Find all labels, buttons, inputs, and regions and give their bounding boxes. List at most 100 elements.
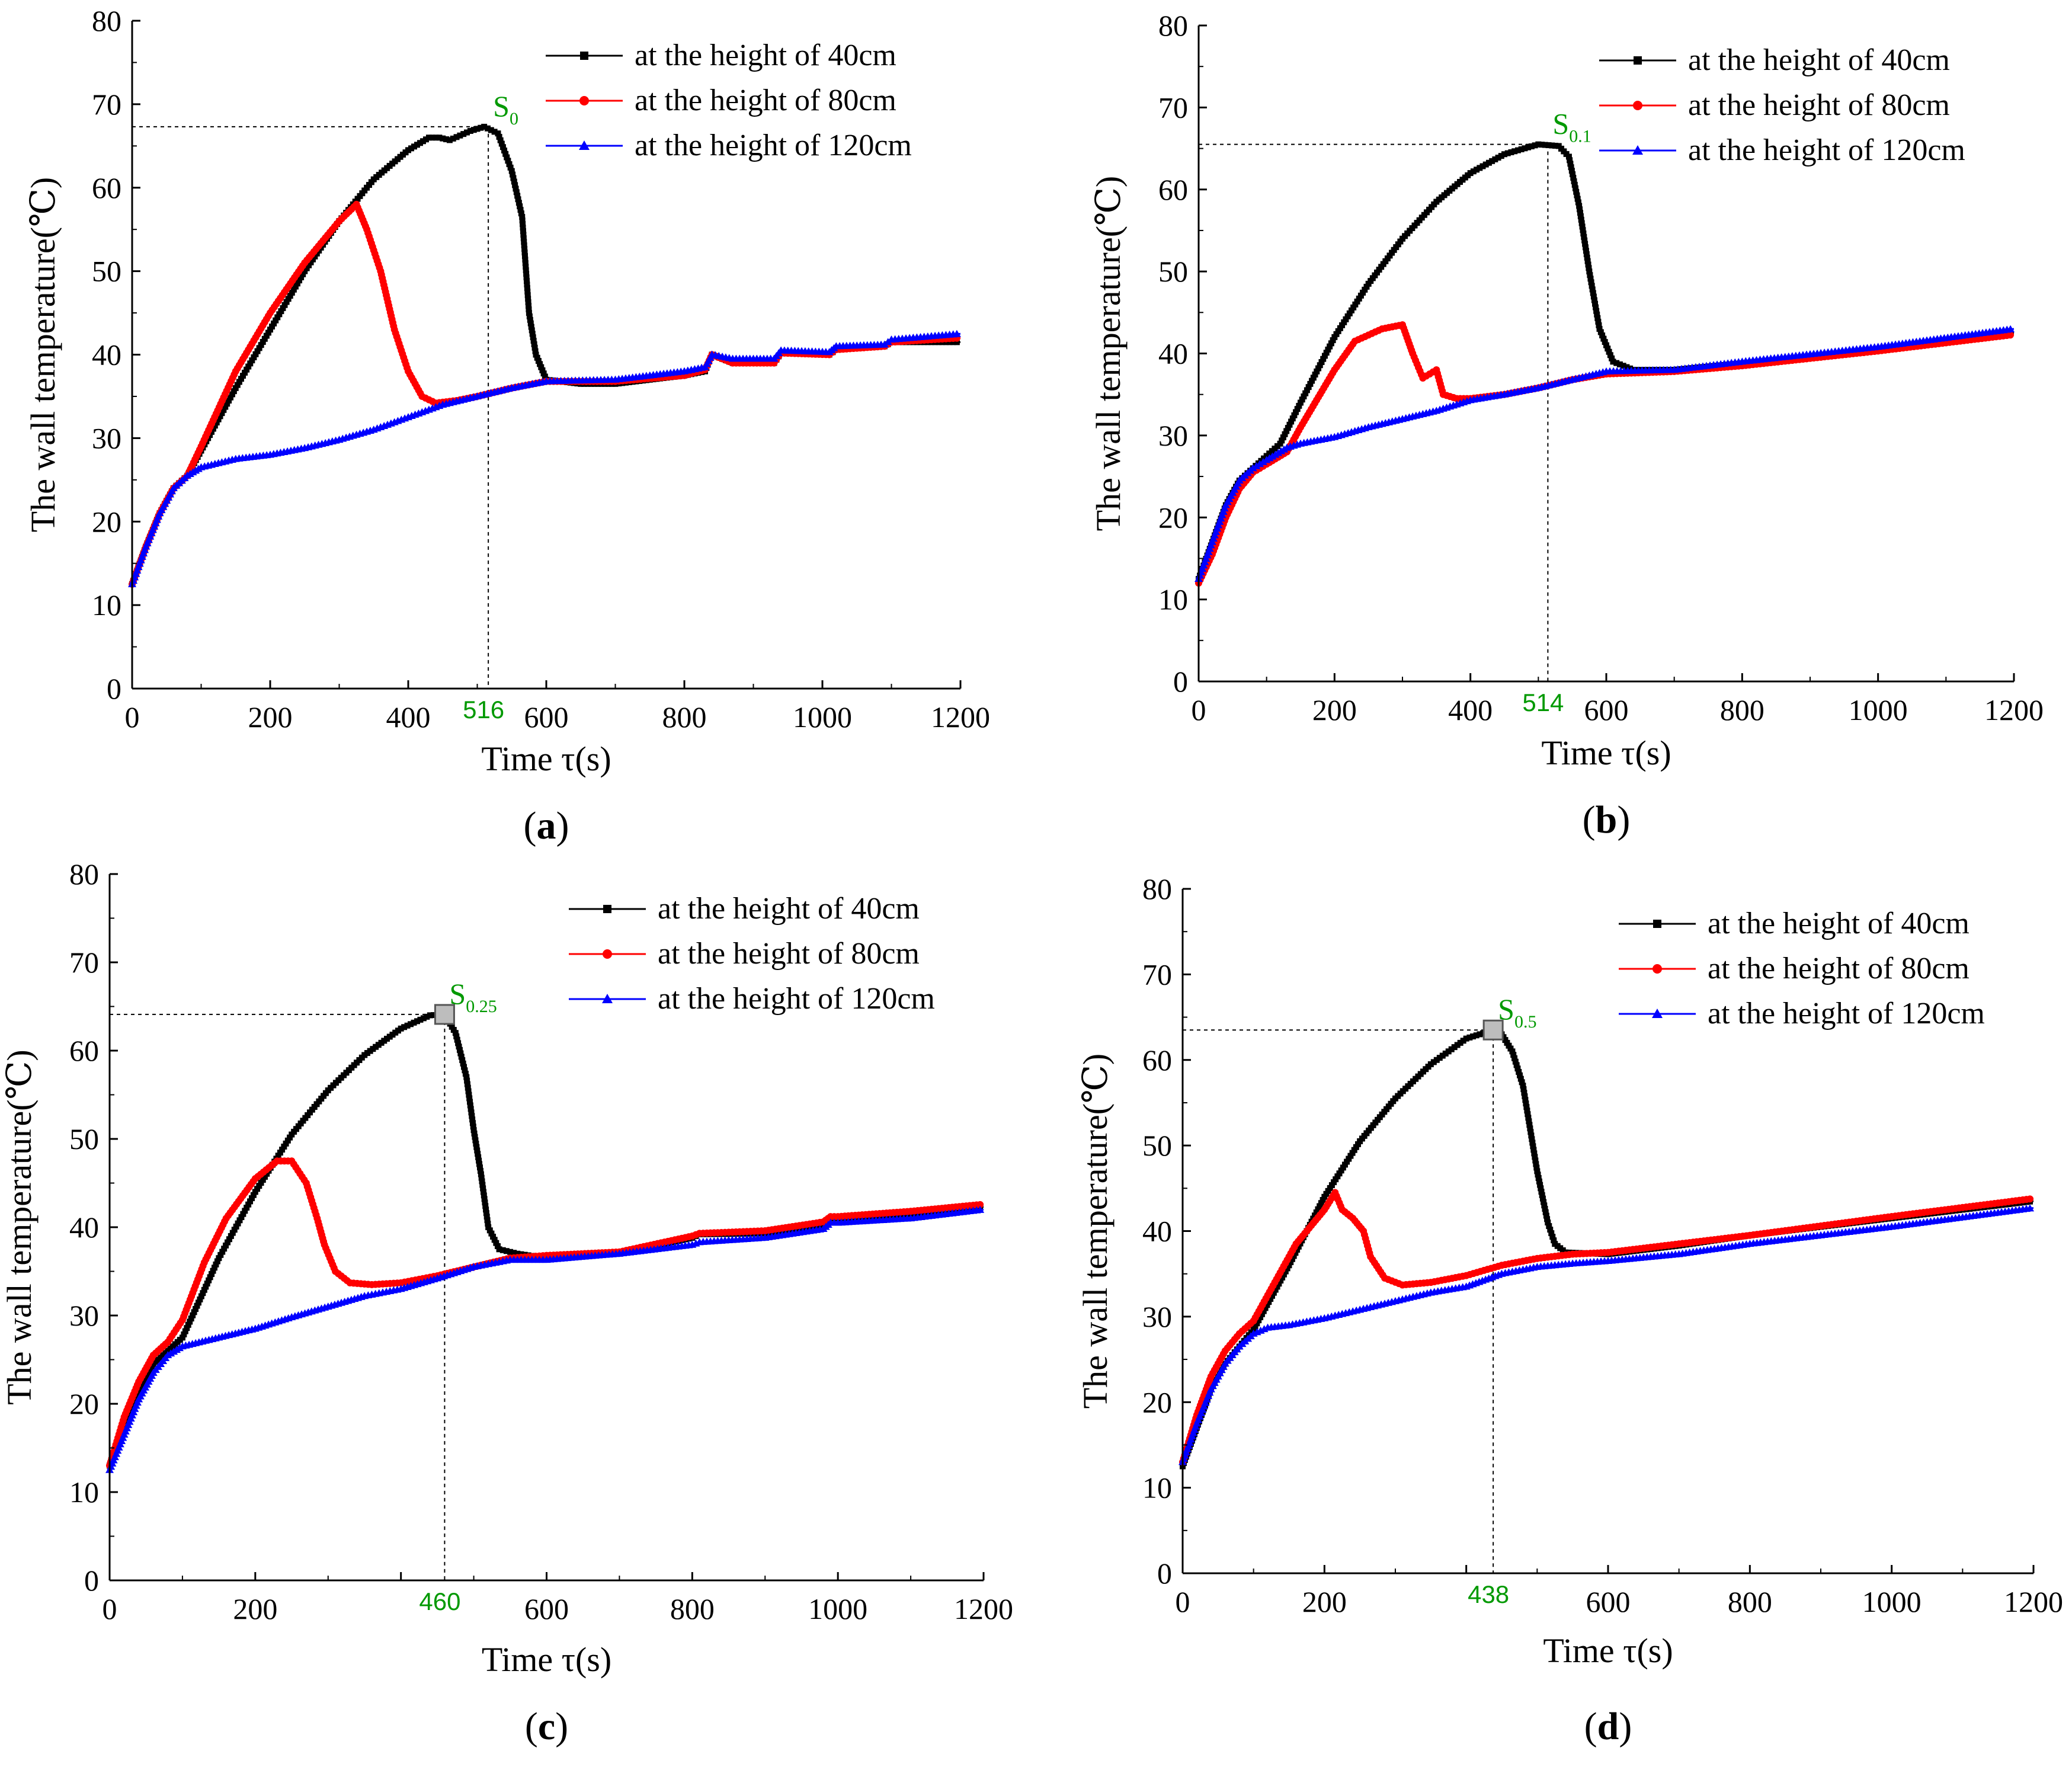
data-point bbox=[1522, 1097, 1529, 1103]
data-point bbox=[469, 1113, 475, 1119]
data-point bbox=[2006, 331, 2014, 339]
data-point bbox=[491, 129, 498, 135]
data-point bbox=[1328, 340, 1334, 347]
data-point bbox=[1549, 1234, 1556, 1240]
x-tick-label: 1200 bbox=[2004, 1585, 2063, 1618]
data-point bbox=[1539, 1192, 1545, 1198]
data-point bbox=[463, 1074, 470, 1080]
data-point bbox=[483, 1206, 489, 1213]
data-point bbox=[1284, 1265, 1290, 1272]
data-point bbox=[529, 331, 536, 337]
data-point bbox=[1277, 1278, 1284, 1284]
data-point bbox=[1544, 1216, 1551, 1222]
data-point bbox=[276, 311, 283, 318]
y-tick-label: 40 bbox=[92, 338, 121, 372]
data-point bbox=[133, 1394, 139, 1400]
data-point bbox=[520, 225, 526, 231]
data-point bbox=[187, 1318, 193, 1325]
series-80cm bbox=[106, 1157, 984, 1470]
data-point bbox=[209, 1270, 215, 1277]
annotation-label: S0.1 bbox=[1552, 107, 1591, 146]
data-point bbox=[1498, 153, 1504, 159]
data-point bbox=[1587, 276, 1594, 282]
legend-label: at the height of 120cm bbox=[1688, 133, 1965, 167]
series-40cm bbox=[1196, 141, 2015, 582]
data-point bbox=[479, 1178, 485, 1185]
data-point bbox=[1574, 192, 1580, 199]
legend-label: at the height of 120cm bbox=[658, 982, 935, 1016]
data-point bbox=[252, 1189, 258, 1195]
x-tick-label: 600 bbox=[524, 700, 569, 734]
y-tick-label: 30 bbox=[92, 421, 121, 454]
data-point bbox=[1536, 1178, 1542, 1185]
y-tick-label: 40 bbox=[1142, 1215, 1172, 1248]
series-40cm bbox=[1180, 1027, 2034, 1470]
data-point bbox=[225, 1239, 231, 1246]
data-point bbox=[1279, 1274, 1286, 1281]
data-point bbox=[1597, 329, 1604, 335]
data-point bbox=[1546, 1223, 1552, 1230]
data-point bbox=[473, 1141, 479, 1147]
annotation-label: S0 bbox=[493, 89, 518, 129]
data-point bbox=[430, 1012, 437, 1019]
data-point bbox=[510, 175, 517, 181]
data-point bbox=[496, 1246, 502, 1253]
data-point bbox=[798, 1226, 805, 1233]
legend-marker bbox=[603, 905, 611, 913]
data-point bbox=[1606, 348, 1612, 355]
data-point bbox=[511, 1250, 517, 1256]
data-point bbox=[506, 161, 513, 168]
y-axis-title: The wall temperature(℃) bbox=[1089, 176, 1128, 531]
data-point bbox=[216, 1255, 222, 1262]
series-80cm bbox=[1179, 1189, 2034, 1466]
data-point bbox=[226, 397, 232, 404]
data-point bbox=[1567, 161, 1574, 167]
data-point bbox=[1517, 1072, 1523, 1078]
data-point bbox=[1528, 143, 1535, 149]
data-point bbox=[1252, 1323, 1258, 1330]
data-point bbox=[481, 1196, 488, 1202]
data-point bbox=[1327, 343, 1333, 350]
data-point bbox=[532, 348, 539, 354]
data-point bbox=[515, 200, 522, 206]
data-point bbox=[206, 1277, 212, 1284]
data-point bbox=[1523, 1100, 1529, 1107]
data-point bbox=[475, 1151, 481, 1157]
y-tick-label: 80 bbox=[1158, 9, 1188, 42]
data-point bbox=[461, 1064, 467, 1070]
data-point bbox=[450, 1026, 457, 1033]
data-point bbox=[130, 1400, 137, 1407]
legend-marker bbox=[1634, 56, 1642, 65]
data-point bbox=[1485, 159, 1492, 166]
legend-marker bbox=[603, 949, 612, 959]
data-point bbox=[455, 1040, 462, 1046]
data-point bbox=[1583, 248, 1589, 254]
data-point bbox=[1574, 196, 1581, 202]
data-point bbox=[537, 361, 543, 367]
data-point bbox=[478, 1171, 484, 1177]
x-tick-label: 0 bbox=[1176, 1585, 1190, 1618]
data-point bbox=[1474, 167, 1480, 173]
y-tick-label: 40 bbox=[1158, 337, 1188, 370]
data-point bbox=[496, 133, 502, 140]
data-point bbox=[1291, 412, 1298, 418]
data-point bbox=[244, 1205, 250, 1211]
data-point bbox=[1549, 142, 1555, 149]
data-point bbox=[464, 1081, 470, 1087]
data-point bbox=[1552, 142, 1558, 149]
data-point bbox=[1580, 231, 1587, 237]
series-120cm bbox=[105, 1205, 985, 1473]
data-point bbox=[1577, 210, 1583, 216]
data-point bbox=[513, 189, 520, 196]
data-point bbox=[1523, 1104, 1530, 1110]
data-point bbox=[1528, 1132, 1535, 1139]
data-point bbox=[1565, 153, 1572, 160]
data-point bbox=[1256, 460, 1264, 468]
data-point bbox=[1570, 174, 1577, 181]
data-point bbox=[1623, 364, 1630, 370]
y-tick-label: 60 bbox=[1158, 173, 1188, 206]
data-point bbox=[127, 1407, 134, 1413]
data-point bbox=[1592, 300, 1599, 307]
data-point bbox=[1477, 165, 1483, 171]
